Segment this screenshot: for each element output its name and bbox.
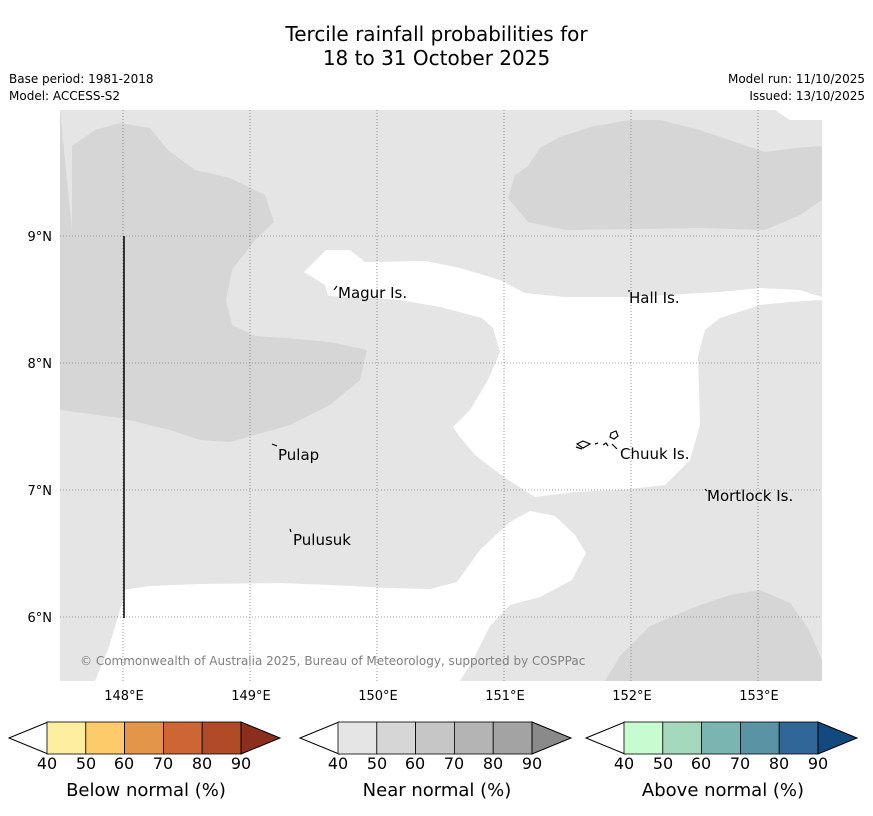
legend-ticks: 40 50 60 70 80 90 [297, 754, 577, 774]
legend-tick: 50 [366, 754, 388, 773]
colorbar-near-normal [298, 721, 573, 755]
colorbar-cell [162, 721, 203, 755]
lon-label: 150°E [358, 689, 398, 704]
legend-title: Above normal (%) [641, 780, 805, 801]
colorbar-min-triangle [584, 721, 626, 755]
place-label: Magur Is. [338, 284, 407, 302]
colorbar-min-triangle [298, 721, 340, 755]
longitude-labels: 148°E 149°E 150°E 151°E 152°E 153°E [104, 689, 779, 704]
legend-tick: 40 [613, 754, 635, 773]
place-label: Pulap [278, 446, 319, 464]
near-normal-50-60-region-southeast [605, 590, 822, 681]
forecast-map[interactable]: Magur Is. Hall Is. Pulap Chuuk Is. Mortl… [0, 0, 873, 710]
colorbar-max-triangle [240, 721, 282, 755]
lon-label: 152°E [612, 689, 652, 704]
legend-tick: 60 [404, 754, 426, 773]
magur-island-shape [333, 285, 338, 291]
model-run: Model run: 11/10/2025 [727, 72, 865, 86]
lon-label: 153°E [739, 689, 779, 704]
legend-tick: 40 [36, 754, 58, 773]
legend-tick: 60 [690, 754, 712, 773]
latitude-labels: 9°N 8°N 7°N 6°N [28, 230, 53, 626]
lon-label: 148°E [104, 689, 144, 704]
colorbar-above-normal [584, 721, 859, 755]
near-normal-50-60-patch [85, 338, 133, 358]
colorbar-below-normal [7, 721, 282, 755]
map-fill-layer [60, 110, 822, 681]
lat-label: 7°N [28, 484, 53, 499]
legend-tick: 50 [652, 754, 674, 773]
colorbar-cell [85, 721, 126, 755]
pulap-island-shape [271, 443, 278, 447]
chuuk-atoll-shape [575, 430, 619, 450]
colorbar-cell [376, 721, 417, 755]
pulusuk-island-shape [289, 528, 292, 533]
near-normal-50-60-region-west [60, 110, 367, 442]
place-label: Chuuk Is. [620, 445, 689, 463]
legend-tick: 40 [327, 754, 349, 773]
place-labels: Magur Is. Hall Is. Pulap Chuuk Is. Mortl… [278, 284, 793, 549]
legend-title: Near normal (%) [362, 780, 512, 801]
colorbar-cells [623, 721, 819, 755]
place-label: Hall Is. [629, 289, 680, 307]
place-label: Mortlock Is. [707, 487, 793, 505]
legend-tick: 80 [482, 754, 504, 773]
colorbar-max-triangle [531, 721, 573, 755]
colorbar-cell [415, 721, 455, 755]
low-probability-region-north [775, 110, 822, 120]
colorbar-cell [201, 721, 242, 755]
colorbar-min-triangle [7, 721, 49, 755]
base-period: Base period: 1981-2018 [9, 72, 154, 86]
legend-tick: 50 [75, 754, 97, 773]
legend-title: Below normal (%) [66, 780, 226, 801]
colorbar-cells [337, 721, 533, 755]
legend-ticks: 40 50 60 70 80 90 [6, 754, 286, 774]
low-probability-region-south [95, 511, 586, 681]
legend-tick: 90 [807, 754, 829, 773]
copyright-notice: © Commonwealth of Australia 2025, Bureau… [80, 654, 585, 668]
colorbar-cells [46, 721, 242, 755]
colorbar-cell [623, 721, 664, 755]
title-line-1: Tercile rainfall probabilities for [285, 22, 588, 46]
colorbar-cell [453, 721, 494, 755]
colorbar-cell [739, 721, 780, 755]
colorbar-cell [778, 721, 819, 755]
colorbar-cell [662, 721, 703, 755]
meta-right: Model run: 11/10/2025 Issued: 13/10/2025 [728, 71, 865, 105]
islands [271, 285, 708, 533]
lat-label: 9°N [28, 230, 53, 245]
colorbar-cell [492, 721, 533, 755]
lon-label: 149°E [231, 689, 271, 704]
legend-tick: 70 [729, 754, 751, 773]
colorbar-max-triangle [817, 721, 859, 755]
model-name: Model: ACCESS-S2 [9, 89, 121, 103]
colorbar-cell [46, 721, 87, 755]
near-normal-50-60-region-northeast [508, 120, 822, 230]
mortlock-island-shape [704, 488, 708, 492]
low-probability-region-central [304, 250, 822, 497]
legend-tick: 70 [152, 754, 174, 773]
colorbar-cell [701, 721, 741, 755]
legend-tick: 60 [113, 754, 135, 773]
legend-above-normal: 40 50 60 70 80 90 Above normal (%) [583, 718, 863, 816]
legend-near-normal: 40 50 60 70 80 90 Near normal (%) [297, 718, 577, 816]
chart-title: Tercile rainfall probabilities for 18 to… [0, 22, 873, 70]
colorbar-cell [337, 721, 378, 755]
legend-tick: 90 [521, 754, 543, 773]
lat-label: 6°N [28, 611, 53, 626]
lat-label: 8°N [28, 357, 53, 372]
legend-tick: 80 [768, 754, 790, 773]
title-line-2: 18 to 31 October 2025 [322, 46, 551, 70]
place-label: Pulusuk [293, 531, 351, 549]
legend-tick: 70 [443, 754, 465, 773]
graticule [60, 110, 822, 681]
lon-label: 151°E [485, 689, 525, 704]
issued-date: Issued: 13/10/2025 [749, 89, 865, 103]
legend-tick: 80 [191, 754, 213, 773]
legend-ticks: 40 50 60 70 80 90 [583, 754, 863, 774]
legend-below-normal: 40 50 60 70 80 90 Below normal (%) [6, 718, 286, 816]
legend-tick: 90 [230, 754, 252, 773]
colorbar-cell [124, 721, 164, 755]
meta-left: Base period: 1981-2018 Model: ACCESS-S2 [9, 71, 154, 105]
